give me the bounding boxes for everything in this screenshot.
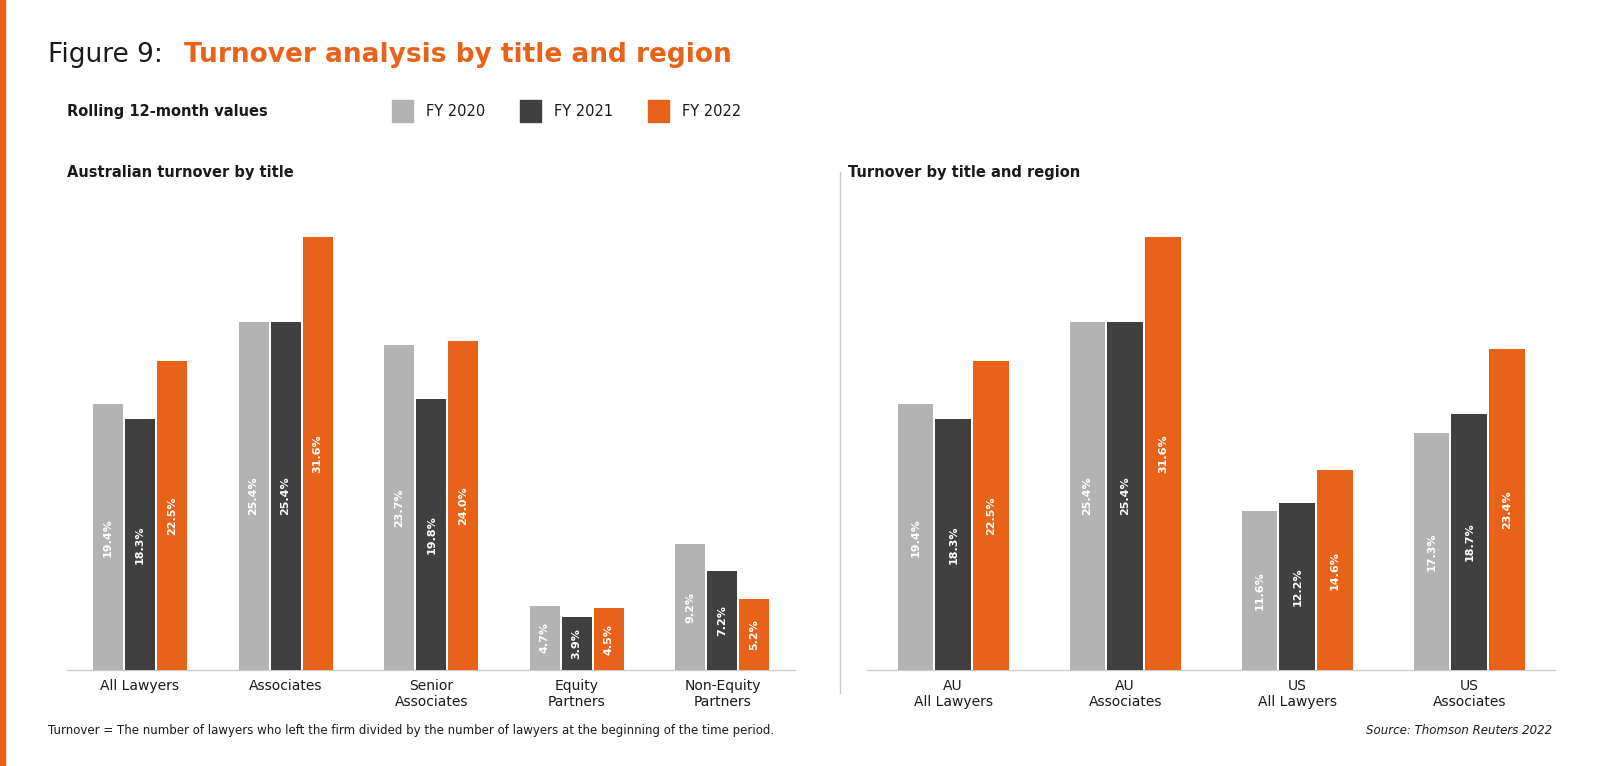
Text: 22.5%: 22.5%	[986, 496, 997, 535]
Text: 23.4%: 23.4%	[1502, 490, 1512, 529]
Text: 4.5%: 4.5%	[603, 624, 614, 655]
Bar	[157, 362, 187, 670]
Text: 24.0%: 24.0%	[458, 486, 469, 525]
Text: 11.6%: 11.6%	[1254, 571, 1264, 610]
Bar	[562, 617, 592, 670]
Text: 18.3%: 18.3%	[949, 525, 958, 564]
Bar	[1317, 470, 1354, 670]
Bar	[594, 608, 624, 670]
Bar	[1413, 433, 1450, 670]
Text: 5.2%: 5.2%	[749, 619, 760, 650]
Bar	[898, 404, 933, 670]
Bar	[707, 571, 738, 670]
Text: 12.2%: 12.2%	[1293, 567, 1302, 606]
Text: FY 2022: FY 2022	[682, 103, 741, 119]
Bar	[1069, 322, 1106, 670]
Text: Figure 9:: Figure 9:	[48, 42, 171, 68]
Bar	[1451, 414, 1486, 670]
Bar	[302, 237, 333, 670]
Bar	[1146, 237, 1181, 670]
Text: FY 2020: FY 2020	[426, 103, 485, 119]
Text: FY 2021: FY 2021	[554, 103, 613, 119]
Text: Source: Thomson Reuters 2022: Source: Thomson Reuters 2022	[1366, 724, 1552, 737]
Bar	[973, 362, 1010, 670]
Bar	[448, 341, 478, 670]
Text: 7.2%: 7.2%	[717, 605, 728, 637]
Text: 25.4%: 25.4%	[1082, 476, 1093, 516]
Bar	[1242, 511, 1277, 670]
Text: 14.6%: 14.6%	[1330, 551, 1341, 590]
Text: 19.8%: 19.8%	[426, 515, 437, 554]
Bar	[1490, 349, 1525, 670]
Text: 3.9%: 3.9%	[571, 628, 582, 659]
Text: 17.3%: 17.3%	[1426, 532, 1437, 571]
Text: 31.6%: 31.6%	[1158, 434, 1168, 473]
Text: Turnover analysis by title and region: Turnover analysis by title and region	[184, 42, 731, 68]
Bar	[270, 322, 301, 670]
Text: 4.7%: 4.7%	[539, 623, 550, 653]
Text: 23.7%: 23.7%	[394, 489, 405, 527]
Text: 25.4%: 25.4%	[248, 476, 259, 516]
Text: 18.7%: 18.7%	[1464, 522, 1474, 561]
Text: 25.4%: 25.4%	[280, 476, 291, 516]
Bar	[125, 419, 155, 670]
Text: Rolling 12-month values: Rolling 12-month values	[67, 103, 267, 119]
Bar	[675, 544, 706, 670]
Bar	[936, 419, 971, 670]
Text: Turnover by title and region: Turnover by title and region	[848, 165, 1080, 180]
Bar	[1107, 322, 1142, 670]
Bar	[93, 404, 123, 670]
Bar	[416, 398, 446, 670]
Text: 25.4%: 25.4%	[1120, 476, 1130, 516]
Bar	[1280, 502, 1315, 670]
Text: 9.2%: 9.2%	[685, 591, 696, 623]
Text: Australian turnover by title: Australian turnover by title	[67, 165, 294, 180]
Bar	[238, 322, 269, 670]
Text: Turnover = The number of lawyers who left the firm divided by the number of lawy: Turnover = The number of lawyers who lef…	[48, 724, 774, 737]
Bar	[739, 599, 770, 670]
Text: 31.6%: 31.6%	[312, 434, 323, 473]
Text: 19.4%: 19.4%	[910, 518, 920, 557]
Bar	[384, 345, 414, 670]
Bar	[530, 606, 560, 670]
Text: 19.4%: 19.4%	[102, 518, 114, 557]
Text: 22.5%: 22.5%	[166, 496, 178, 535]
Text: 18.3%: 18.3%	[134, 525, 146, 564]
